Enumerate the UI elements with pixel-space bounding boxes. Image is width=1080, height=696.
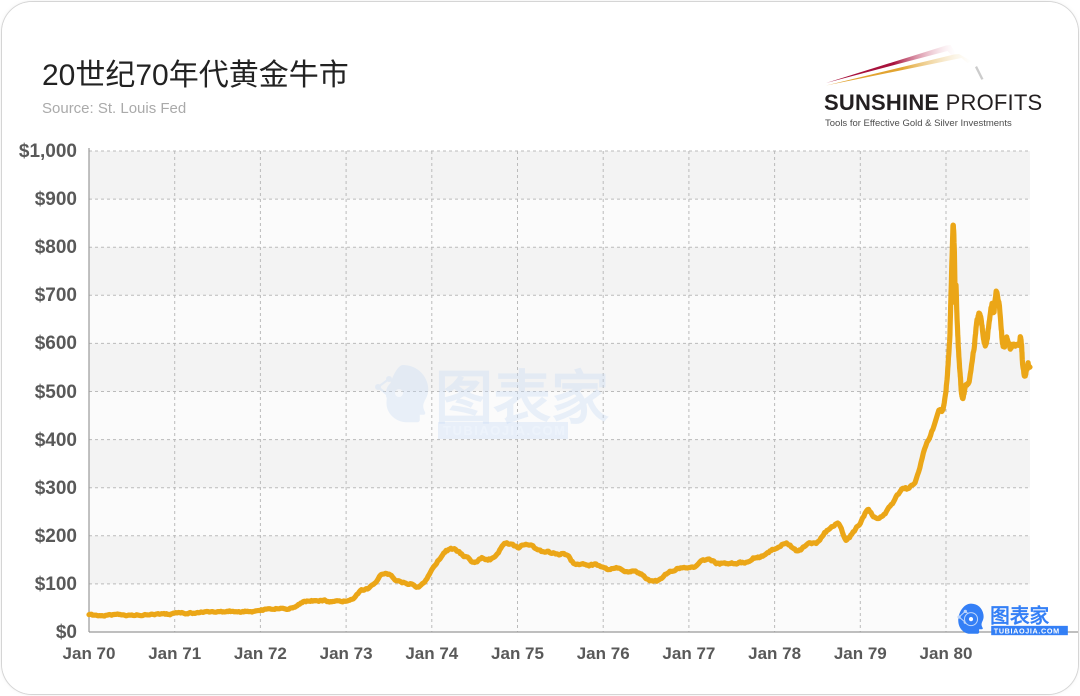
svg-text:TUBIAOJIA.COM: TUBIAOJIA.COM [994,626,1060,635]
svg-text:图表家: 图表家 [990,605,1049,628]
svg-text:TUBIAOJIA.COM: TUBIAOJIA.COM [443,423,567,438]
svg-text:图表家: 图表家 [435,366,609,431]
